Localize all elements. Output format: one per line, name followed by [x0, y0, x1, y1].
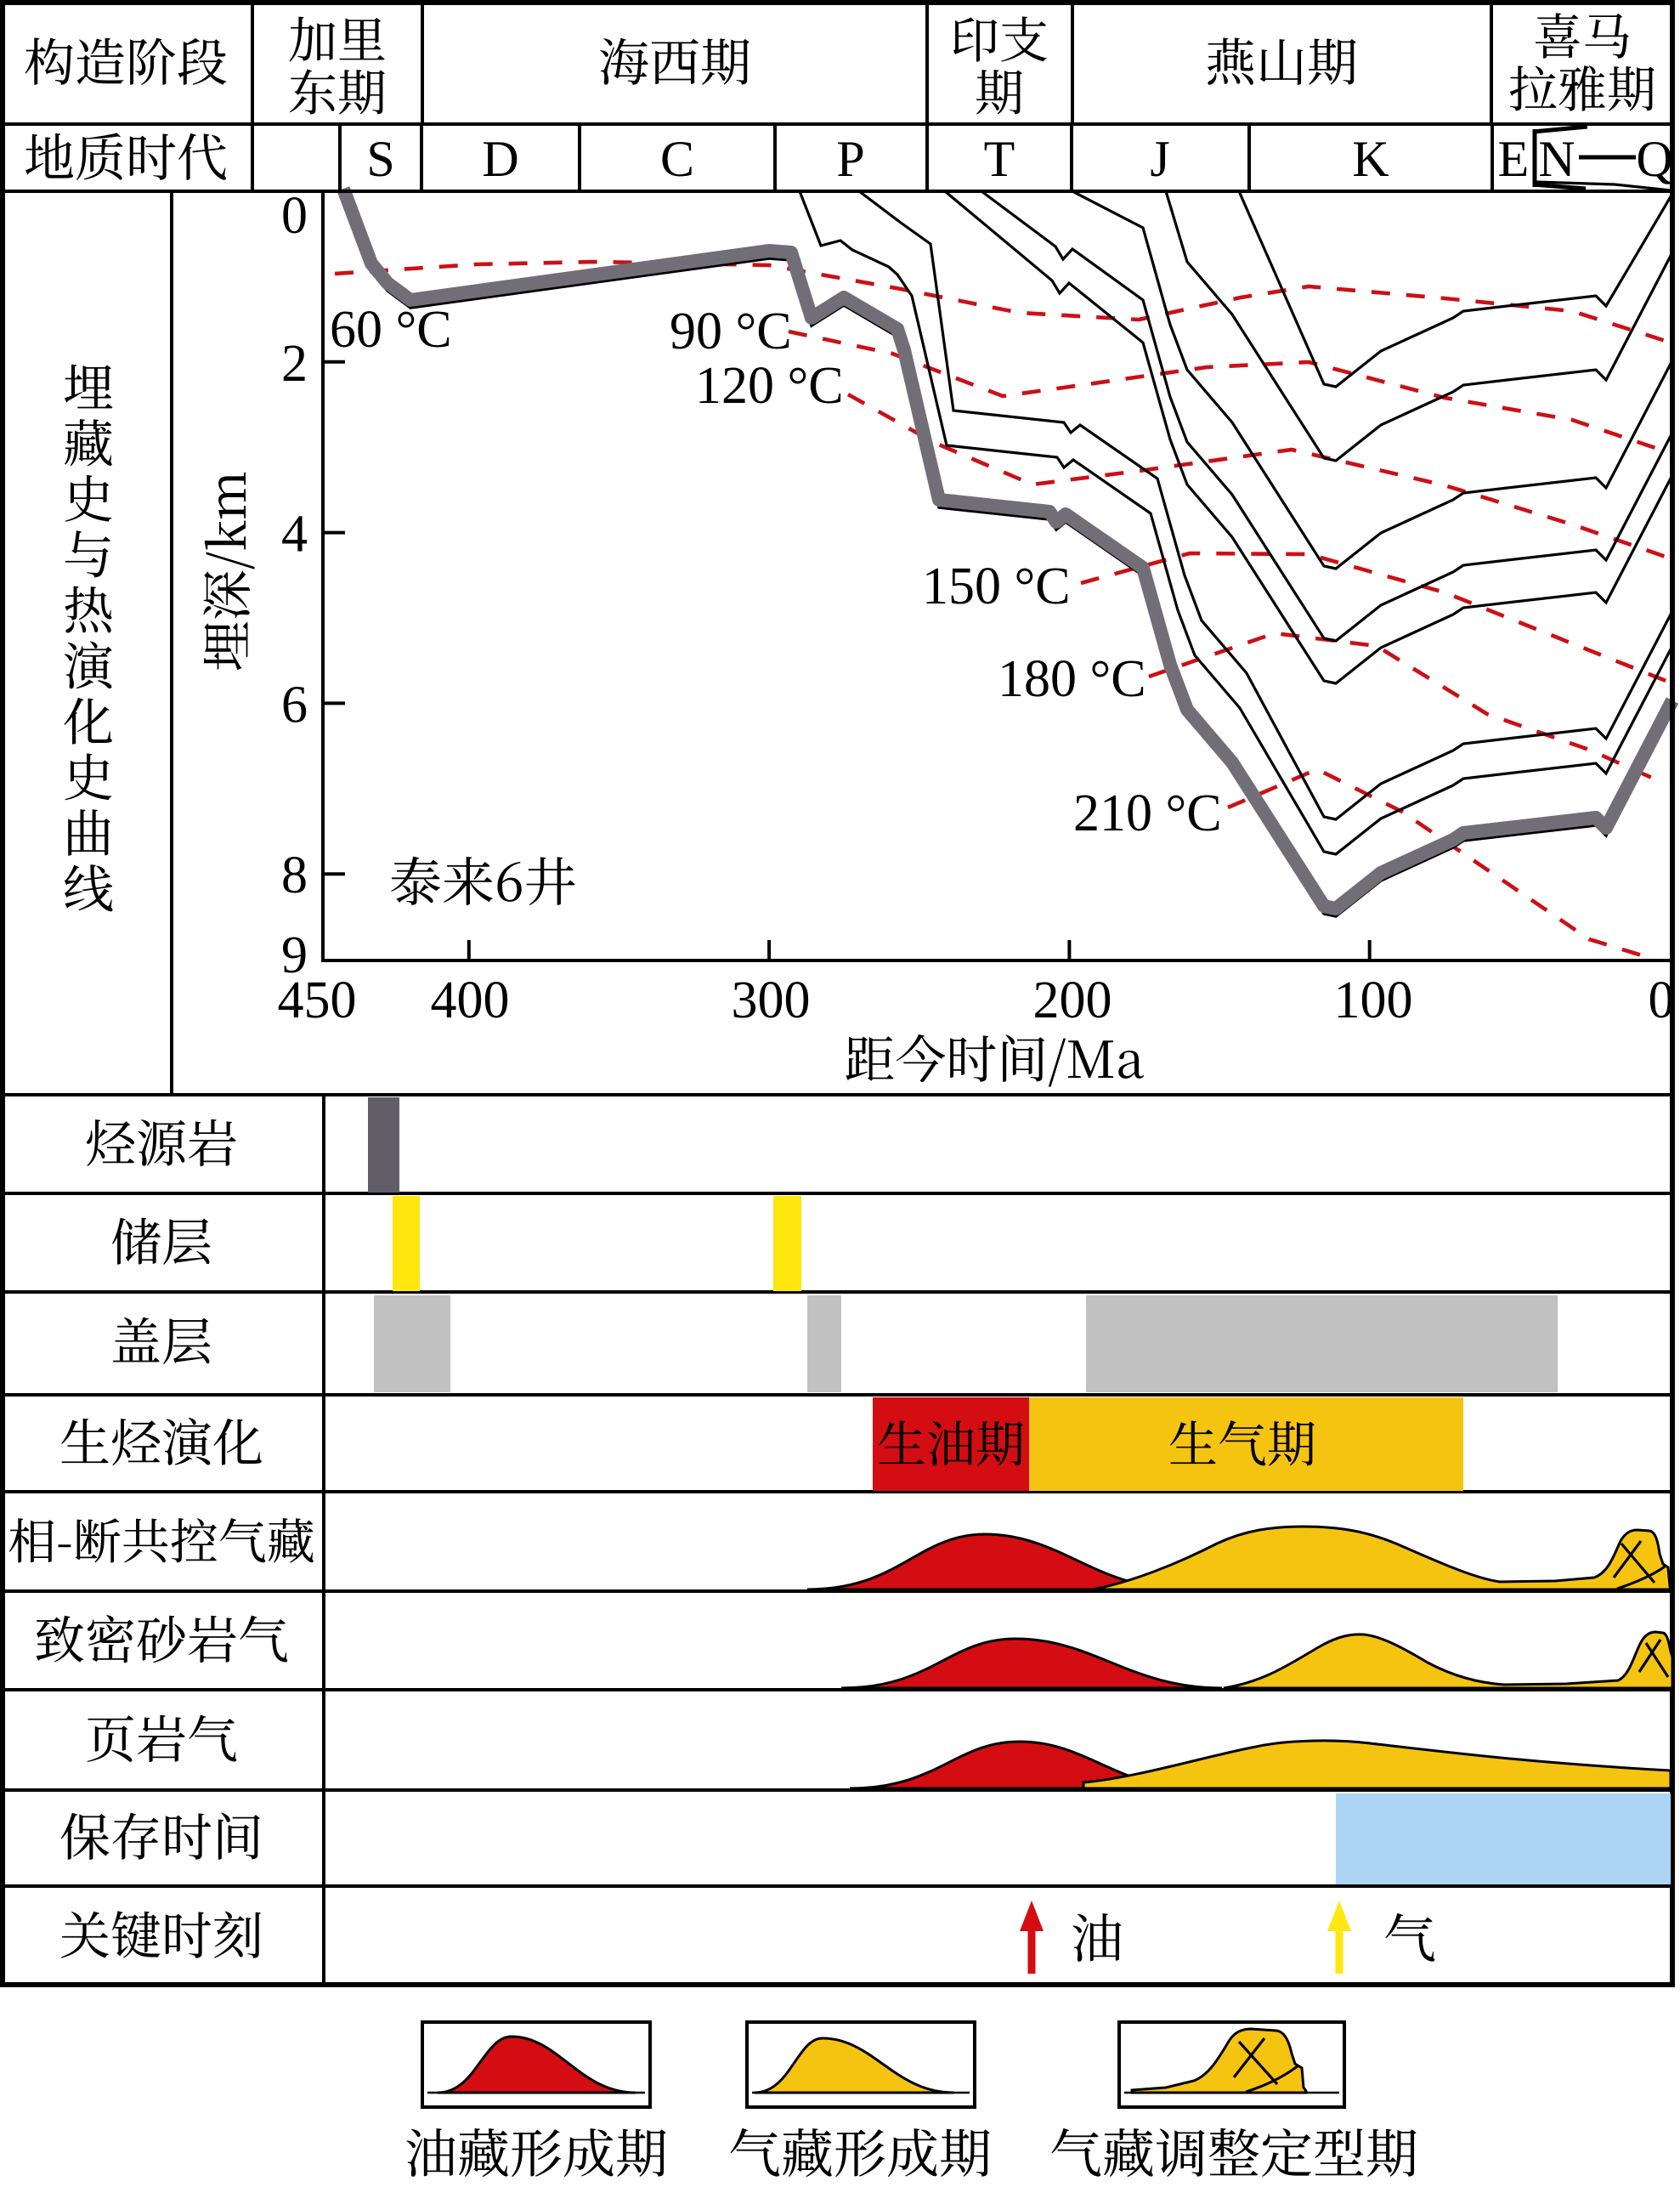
svg-text:400: 400: [431, 972, 510, 1029]
svg-text:K: K: [1352, 131, 1389, 187]
svg-text:9: 9: [281, 926, 308, 984]
svg-text:0: 0: [281, 187, 308, 245]
svg-text:J: J: [1150, 131, 1169, 187]
svg-text:210 °C: 210 °C: [1073, 785, 1222, 842]
svg-text:P: P: [836, 131, 864, 187]
svg-text:60 °C: 60 °C: [330, 301, 452, 359]
svg-text:450: 450: [278, 972, 357, 1029]
svg-text:T: T: [984, 131, 1015, 187]
svg-text:120 °C: 120 °C: [695, 357, 844, 415]
svg-text:N: N: [1538, 131, 1575, 187]
svg-text:180 °C: 180 °C: [998, 650, 1146, 708]
svg-text:E: E: [1498, 131, 1530, 187]
svg-text:4: 4: [281, 506, 308, 564]
svg-text:150 °C: 150 °C: [922, 558, 1071, 615]
svg-text:S: S: [366, 131, 394, 187]
svg-text:300: 300: [732, 972, 811, 1029]
svg-text:2: 2: [281, 335, 308, 393]
svg-text:200: 200: [1033, 972, 1112, 1029]
svg-text:100: 100: [1334, 972, 1413, 1029]
svg-text:90 °C: 90 °C: [670, 303, 792, 360]
svg-text:8: 8: [281, 847, 308, 904]
svg-text:C: C: [660, 131, 694, 187]
svg-text:D: D: [482, 131, 518, 187]
svg-text:6: 6: [281, 676, 308, 734]
svg-text:Q: Q: [1636, 131, 1672, 187]
